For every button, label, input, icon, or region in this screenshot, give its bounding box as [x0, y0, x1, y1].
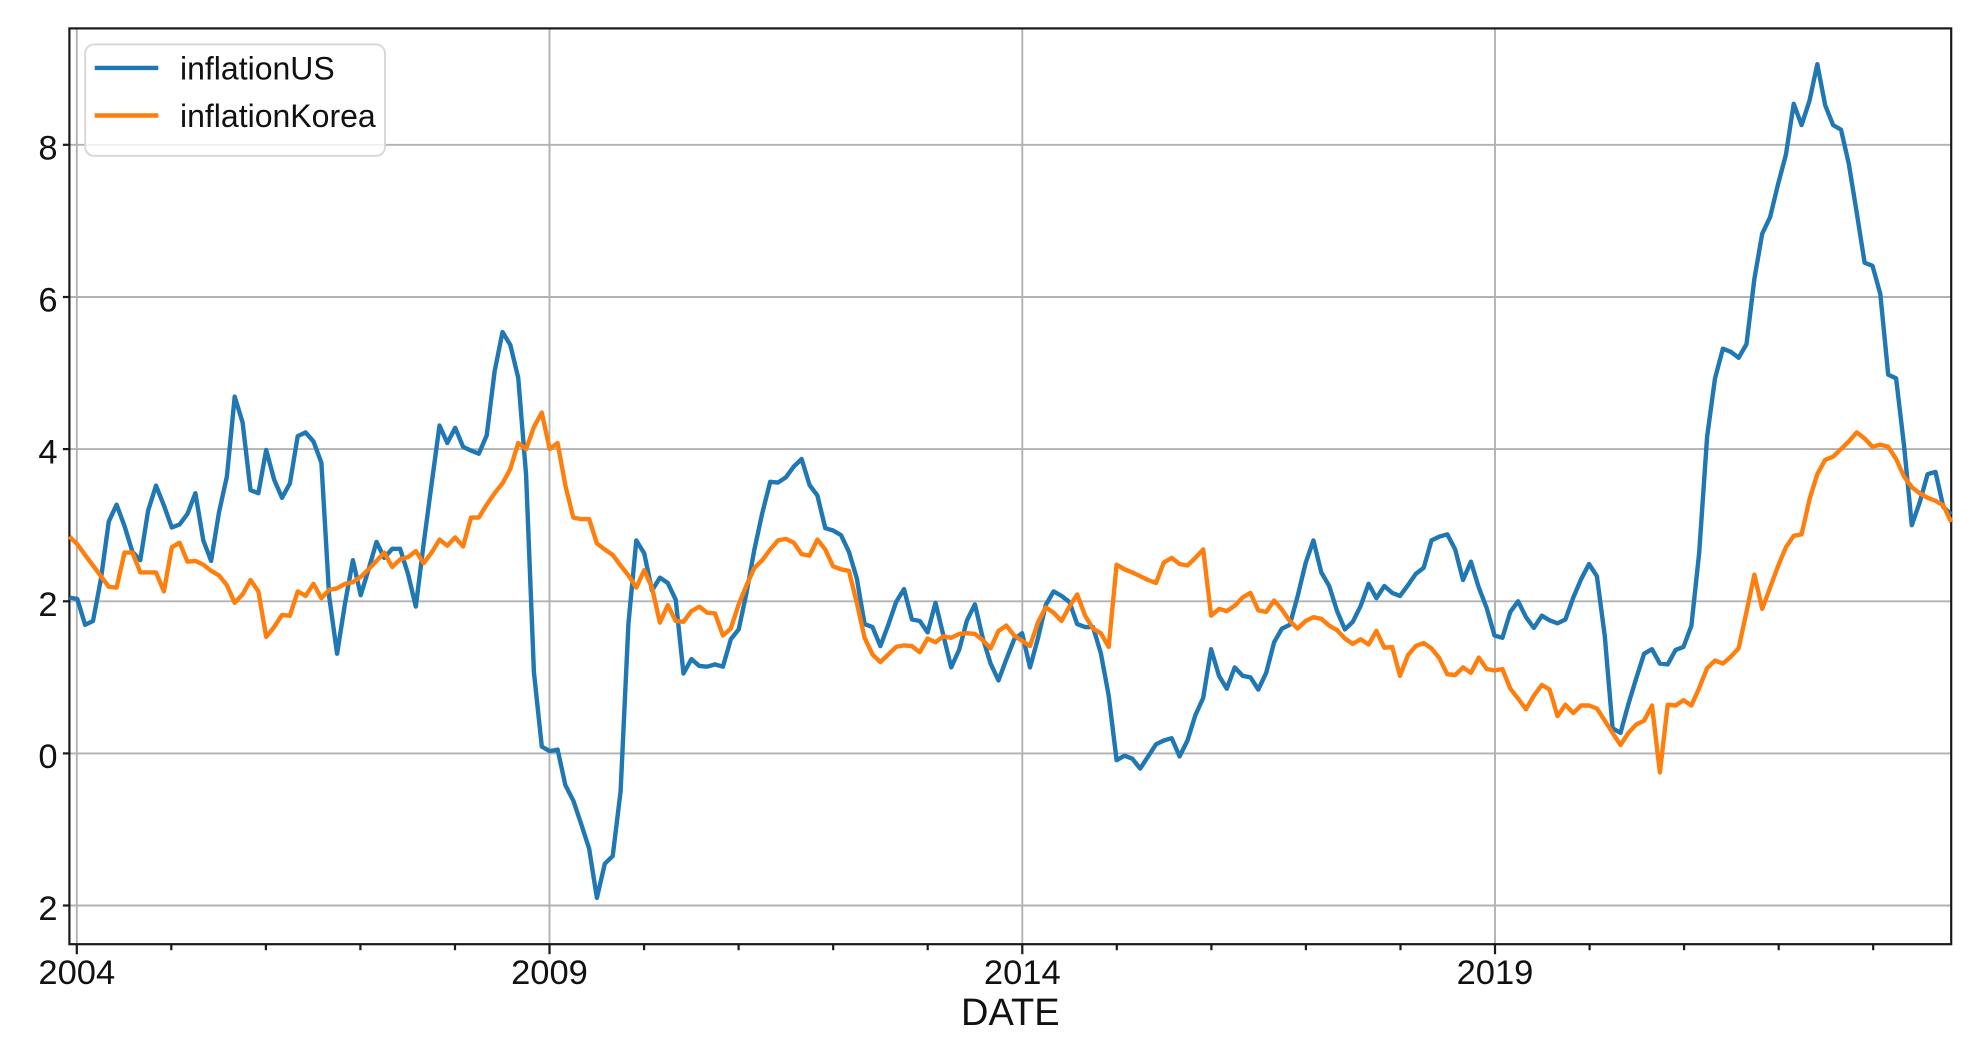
svg-text:0: 0 — [38, 738, 57, 776]
svg-text:2: 2 — [38, 586, 57, 624]
svg-text:2004: 2004 — [38, 954, 115, 992]
svg-text:inflationUS: inflationUS — [180, 51, 335, 87]
svg-text:2019: 2019 — [1457, 954, 1534, 992]
svg-text:2009: 2009 — [511, 954, 588, 992]
svg-text:2014: 2014 — [984, 954, 1061, 992]
svg-text:inflationKorea: inflationKorea — [180, 98, 376, 134]
svg-text:DATE: DATE — [961, 992, 1060, 1034]
svg-text:2: 2 — [38, 890, 57, 928]
svg-text:6: 6 — [38, 282, 57, 320]
svg-text:4: 4 — [38, 434, 57, 472]
svg-text:8: 8 — [38, 129, 57, 167]
